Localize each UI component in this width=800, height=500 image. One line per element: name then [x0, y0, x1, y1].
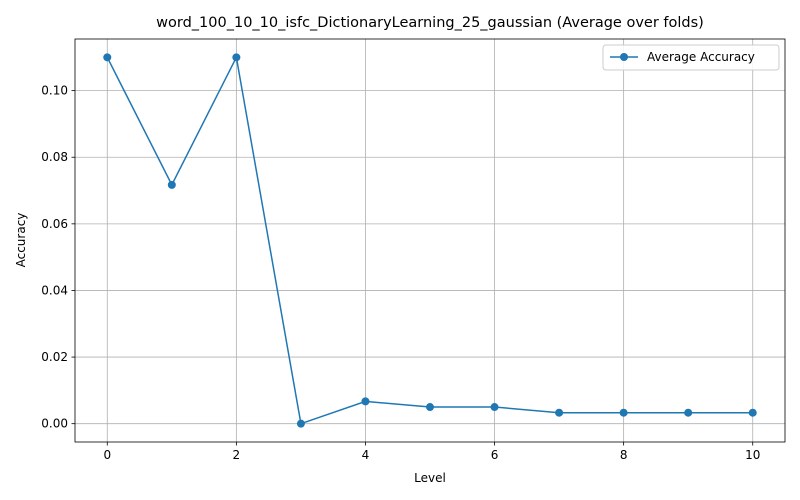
data-point: [555, 408, 564, 417]
data-point: [490, 403, 499, 412]
series-line: [106, 54, 753, 425]
legend-entry-average-accuracy: Average Accuracy: [647, 50, 755, 64]
y-tick-label: 0.00: [41, 417, 68, 431]
legend-box: [602, 44, 780, 71]
x-tick-label: 4: [362, 448, 370, 462]
x-axis-label: Level: [414, 471, 446, 485]
series-layer: [103, 53, 757, 428]
data-point: [167, 180, 176, 189]
data-point: [619, 408, 628, 417]
y-tick-label: 0.04: [41, 283, 68, 297]
y-tick-label: 0.02: [41, 350, 68, 364]
y-tick-label: 0.08: [41, 150, 68, 164]
chart-title: word_100_10_10_isfc_DictionaryLearning_2…: [156, 15, 704, 31]
plot-frame: [74, 38, 786, 443]
x-tick-label: 10: [745, 448, 760, 462]
data-point: [232, 53, 241, 62]
y-tick-label: 0.10: [41, 84, 68, 98]
grid-lines: [75, 39, 785, 442]
y-tick-label: 0.06: [41, 217, 68, 231]
x-tick-label: 6: [491, 448, 499, 462]
x-tick-label: 8: [620, 448, 628, 462]
data-point: [361, 397, 370, 406]
data-point: [296, 419, 305, 428]
legend-marker-swatch: [620, 53, 628, 61]
legend: Average Accuracy: [602, 44, 780, 71]
data-point: [103, 53, 112, 62]
data-point: [684, 408, 693, 417]
y-axis-label: Accuracy: [14, 213, 28, 268]
x-tick-label: 2: [233, 448, 241, 462]
data-point: [748, 408, 757, 417]
axis-ticks: 0 2 4 6 8 10 0.00 0.02 0.04 0.06 0.08 0.10: [41, 84, 760, 462]
data-point: [426, 403, 434, 412]
x-tick-label: 0: [103, 448, 111, 462]
